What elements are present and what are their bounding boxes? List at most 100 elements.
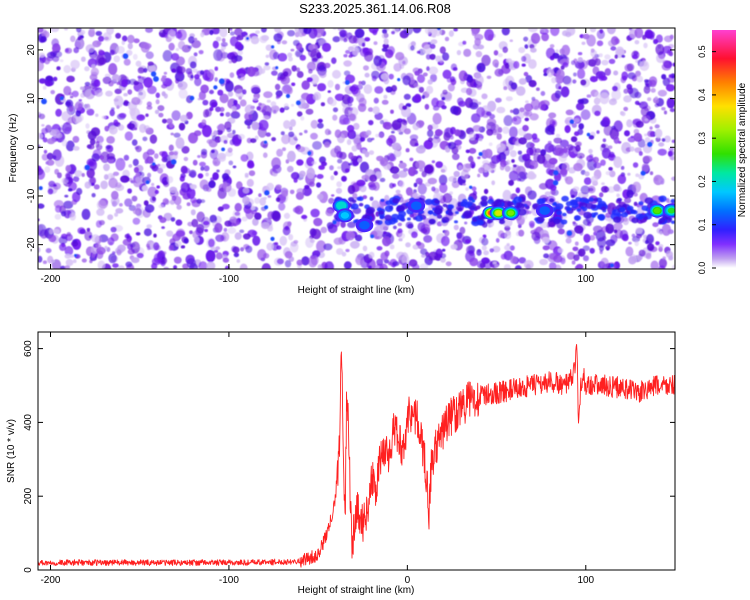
y-tick-label: 20: [26, 44, 37, 56]
noise-speck: [449, 135, 454, 140]
noise-speck: [236, 181, 243, 190]
noise-speck: [276, 245, 282, 250]
noise-speck: [159, 217, 167, 223]
noise-speck: [453, 170, 460, 178]
noise-speck: [583, 233, 591, 243]
noise-speck: [41, 153, 49, 161]
noise-speck: [630, 135, 634, 138]
noise-speck: [415, 241, 422, 246]
noise-speck: [98, 142, 103, 146]
noise-speck: [222, 181, 228, 188]
noise-speck: [635, 70, 641, 78]
noise-speck: [379, 157, 389, 167]
noise-speck: [527, 190, 537, 200]
noise-speck: [409, 157, 414, 162]
noise-speck: [66, 232, 72, 237]
noise-speck: [209, 99, 218, 108]
noise-speck: [487, 34, 494, 41]
noise-speck: [373, 41, 378, 45]
noise-speck: [276, 148, 283, 157]
y-tick-label: 10: [26, 93, 37, 105]
noise-speck: [412, 244, 420, 250]
noise-speck: [512, 164, 517, 168]
noise-speck: [283, 120, 291, 129]
noise-speck: [73, 47, 79, 54]
noise-speck: [143, 77, 153, 88]
noise-speck: [640, 106, 650, 117]
noise-speck: [492, 245, 501, 253]
noise-speck: [309, 228, 317, 237]
noise-speck: [352, 159, 359, 166]
noise-speck: [201, 148, 208, 156]
noise-speck: [369, 174, 378, 182]
noise-speck: [216, 124, 226, 131]
signal-speck: [616, 212, 622, 217]
noise-speck: [477, 173, 481, 178]
noise-speck: [229, 216, 237, 223]
noise-speck: [572, 246, 579, 252]
noise-speck: [227, 147, 233, 153]
noise-speck: [234, 55, 243, 62]
noise-speck: [637, 102, 641, 106]
noise-speck: [70, 59, 80, 70]
noise-speck: [410, 41, 416, 47]
noise-speck: [144, 204, 155, 213]
noise-speck: [486, 75, 492, 80]
noise-speck: [287, 165, 294, 173]
noise-speck: [201, 125, 212, 138]
noise-speck: [631, 54, 639, 59]
noise-speck: [441, 105, 447, 110]
signal-speck: [621, 212, 628, 218]
noise-speck: [166, 230, 174, 237]
noise-speck: [608, 58, 616, 64]
noise-speck: [215, 246, 221, 251]
x-tick-label: 0: [405, 274, 411, 285]
noise-speck: [485, 111, 492, 116]
noise-speck: [103, 174, 109, 180]
noise-speck: [544, 191, 552, 196]
noise-speck: [299, 170, 306, 177]
noise-speck: [86, 168, 95, 179]
noise-speck: [296, 259, 303, 266]
noise-speck: [214, 77, 218, 82]
noise-speck: [440, 235, 450, 247]
noise-speck: [204, 108, 212, 117]
noise-speck: [644, 79, 649, 83]
noise-speck: [454, 129, 461, 137]
noise-speck: [658, 244, 664, 249]
noise-speck: [392, 173, 400, 179]
noise-speck: [106, 136, 115, 144]
noise-speck: [496, 133, 502, 140]
noise-speck: [251, 121, 260, 131]
noise-speck: [199, 161, 206, 167]
noise-speck: [137, 67, 145, 74]
noise-speck: [601, 182, 605, 186]
noise-speck: [633, 51, 639, 56]
noise-speck: [383, 94, 388, 99]
noise-speck: [654, 128, 663, 138]
noise-speck: [175, 31, 183, 39]
noise-speck: [245, 245, 253, 253]
noise-speck: [442, 69, 452, 80]
noise-speck: [417, 74, 425, 83]
noise-speck: [471, 29, 478, 37]
noise-speck: [358, 97, 367, 107]
noise-speck: [108, 63, 118, 75]
noise-speck: [49, 228, 54, 235]
noise-speck: [450, 63, 457, 71]
noise-speck: [124, 198, 133, 207]
noise-speck: [327, 90, 331, 93]
noise-speck: [178, 40, 186, 50]
noise-speck: [171, 195, 177, 201]
noise-speck: [91, 182, 95, 186]
noise-speck: [38, 203, 45, 209]
noise-speck: [340, 221, 346, 228]
noise-speck: [193, 37, 198, 41]
noise-speck: [215, 252, 223, 260]
noise-speck: [476, 84, 482, 90]
noise-speck: [97, 260, 106, 269]
noise-speck: [593, 231, 597, 236]
noise-speck: [498, 152, 507, 163]
noise-speck: [387, 46, 395, 56]
noise-speck: [504, 63, 510, 69]
